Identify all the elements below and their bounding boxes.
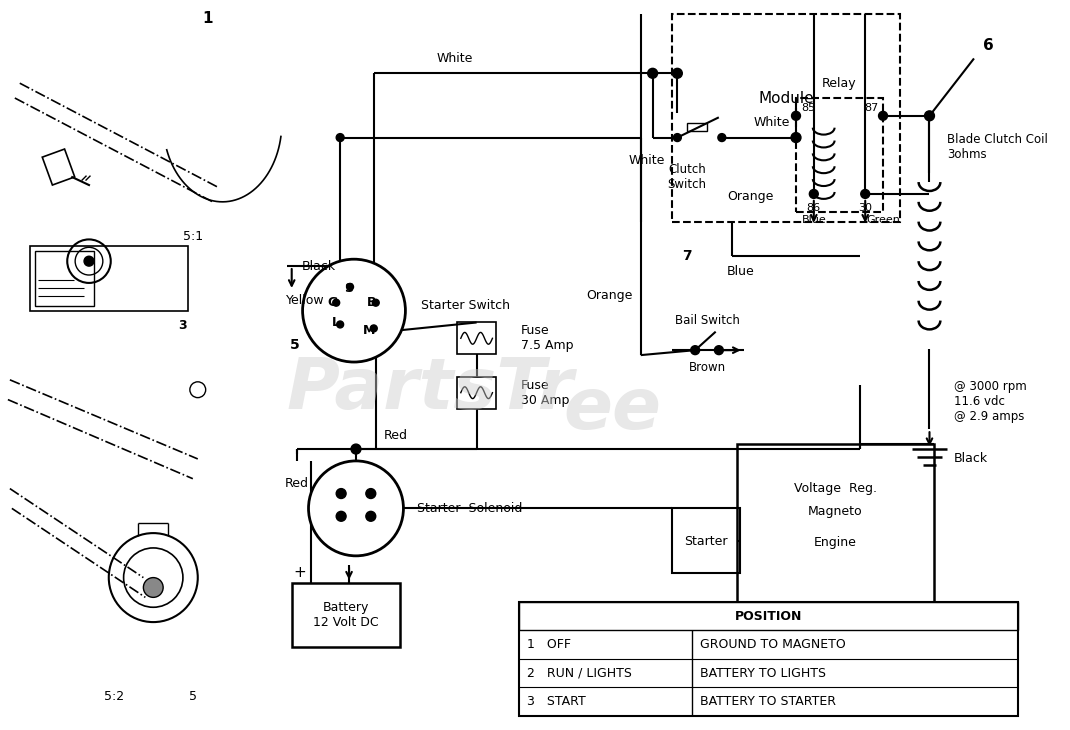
Text: Starter Switch: Starter Switch bbox=[422, 299, 510, 312]
Text: 5: 5 bbox=[290, 338, 300, 352]
Text: Engine: Engine bbox=[814, 537, 857, 550]
Circle shape bbox=[336, 488, 346, 499]
Text: B: B bbox=[367, 296, 377, 310]
Text: Yellow: Yellow bbox=[287, 294, 325, 307]
Text: 3   START: 3 START bbox=[528, 695, 585, 708]
Text: Black: Black bbox=[302, 260, 336, 272]
Text: Bail Switch: Bail Switch bbox=[674, 314, 739, 327]
Text: Orange: Orange bbox=[586, 289, 632, 302]
Text: BATTERY TO STARTER: BATTERY TO STARTER bbox=[700, 695, 836, 708]
Bar bbox=[34, 251, 94, 306]
Text: Black: Black bbox=[954, 453, 989, 466]
Text: White: White bbox=[628, 154, 664, 167]
Text: G: G bbox=[327, 296, 337, 310]
Circle shape bbox=[337, 321, 343, 328]
Text: M: M bbox=[363, 324, 374, 337]
Circle shape bbox=[336, 511, 346, 521]
Circle shape bbox=[878, 112, 887, 120]
Circle shape bbox=[366, 488, 376, 499]
Text: Fuse
30 Amp: Fuse 30 Amp bbox=[521, 379, 569, 407]
Text: 7: 7 bbox=[683, 249, 692, 264]
Circle shape bbox=[85, 256, 94, 266]
Text: Magneto: Magneto bbox=[808, 505, 862, 518]
Text: @ 3000 rpm
11.6 vdc
@ 2.9 amps: @ 3000 rpm 11.6 vdc @ 2.9 amps bbox=[954, 380, 1027, 423]
Circle shape bbox=[351, 444, 361, 454]
Text: Red: Red bbox=[285, 477, 308, 490]
Circle shape bbox=[718, 134, 725, 142]
Text: Fuse
7.5 Amp: Fuse 7.5 Amp bbox=[521, 324, 574, 353]
Text: Blade Clutch Coil
3ohms: Blade Clutch Coil 3ohms bbox=[947, 134, 1049, 161]
Bar bbox=[30, 246, 188, 310]
Text: 87: 87 bbox=[865, 103, 878, 113]
Text: GROUND TO MAGNETO: GROUND TO MAGNETO bbox=[700, 638, 846, 651]
Text: 1   OFF: 1 OFF bbox=[528, 638, 571, 651]
Circle shape bbox=[715, 346, 723, 355]
Text: Orange: Orange bbox=[727, 191, 774, 204]
Bar bbox=[519, 602, 1019, 716]
Text: Voltage  Reg.: Voltage Reg. bbox=[794, 482, 877, 495]
Circle shape bbox=[691, 346, 700, 355]
Text: S: S bbox=[345, 283, 353, 296]
Text: 5: 5 bbox=[188, 690, 197, 703]
Text: 30: 30 bbox=[858, 203, 872, 212]
Text: 5:1: 5:1 bbox=[183, 230, 203, 243]
Circle shape bbox=[366, 511, 376, 521]
Bar bbox=[42, 149, 75, 185]
Text: Blue: Blue bbox=[801, 215, 826, 225]
Text: White: White bbox=[753, 116, 790, 129]
Text: Starter: Starter bbox=[685, 534, 728, 548]
Circle shape bbox=[673, 134, 682, 142]
Circle shape bbox=[336, 134, 345, 142]
Text: Relay: Relay bbox=[822, 77, 857, 90]
Text: Red: Red bbox=[383, 429, 408, 442]
Bar bbox=[292, 583, 400, 647]
Circle shape bbox=[672, 69, 683, 78]
Text: L: L bbox=[332, 316, 340, 329]
Circle shape bbox=[303, 259, 406, 362]
Circle shape bbox=[143, 577, 163, 597]
Text: 2   RUN / LIGHTS: 2 RUN / LIGHTS bbox=[528, 666, 632, 680]
Circle shape bbox=[347, 283, 353, 291]
Bar bbox=[796, 98, 883, 212]
Circle shape bbox=[924, 111, 934, 120]
Text: Blue: Blue bbox=[727, 264, 754, 277]
Circle shape bbox=[860, 190, 870, 199]
Text: 86: 86 bbox=[807, 203, 821, 212]
Text: Clutch
Switch: Clutch Switch bbox=[668, 163, 706, 191]
Text: 1: 1 bbox=[202, 12, 213, 26]
Text: 3: 3 bbox=[179, 319, 187, 332]
Circle shape bbox=[308, 461, 403, 556]
Text: White: White bbox=[437, 52, 473, 65]
Circle shape bbox=[370, 325, 378, 332]
Text: Green: Green bbox=[866, 215, 900, 225]
Text: Module: Module bbox=[759, 91, 814, 106]
Circle shape bbox=[791, 133, 801, 142]
Text: Starter  Solenoid: Starter Solenoid bbox=[417, 502, 522, 515]
Circle shape bbox=[372, 299, 379, 306]
Circle shape bbox=[809, 190, 819, 199]
Bar bbox=[672, 14, 900, 222]
Bar bbox=[687, 123, 707, 131]
Text: +: + bbox=[293, 565, 306, 580]
Bar bbox=[736, 444, 934, 617]
Text: Battery
12 Volt DC: Battery 12 Volt DC bbox=[314, 602, 379, 629]
Circle shape bbox=[647, 69, 658, 78]
Text: PartsTr: PartsTr bbox=[287, 356, 574, 424]
Circle shape bbox=[333, 299, 339, 306]
Bar bbox=[519, 602, 1019, 630]
Text: 85: 85 bbox=[800, 103, 815, 113]
Text: ee: ee bbox=[564, 375, 661, 444]
Text: BATTERY TO LIGHTS: BATTERY TO LIGHTS bbox=[700, 666, 826, 680]
Bar bbox=[457, 323, 496, 354]
Text: 6: 6 bbox=[983, 38, 994, 53]
Circle shape bbox=[792, 112, 800, 120]
Text: Brown: Brown bbox=[688, 361, 725, 374]
Text: POSITION: POSITION bbox=[735, 610, 802, 623]
Text: 5:2: 5:2 bbox=[104, 690, 124, 703]
Bar bbox=[457, 377, 496, 409]
Bar bbox=[672, 508, 739, 572]
